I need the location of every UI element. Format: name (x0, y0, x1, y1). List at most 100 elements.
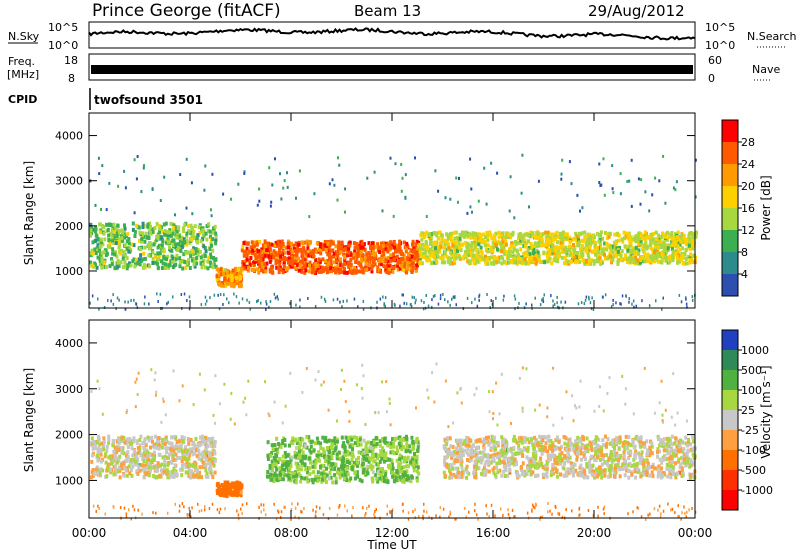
power-cell (122, 230, 126, 235)
power-cell (676, 260, 680, 265)
power-cell (217, 293, 219, 297)
power-cell (209, 252, 213, 257)
power-cell (209, 296, 211, 300)
power-cell (568, 244, 572, 249)
velocity-cell (331, 439, 335, 444)
power-cell (305, 239, 309, 244)
power-cell (509, 235, 513, 240)
velocity-cell (152, 455, 156, 460)
power-cell (356, 251, 360, 256)
velocity-cell (361, 462, 365, 467)
power-cell (203, 246, 207, 250)
power-cell (96, 237, 100, 242)
power-cell (100, 208, 102, 211)
power-cell (155, 221, 159, 226)
power-cell (449, 197, 452, 201)
power-cell (560, 177, 563, 181)
power-cell (127, 249, 131, 254)
power-cell (151, 227, 155, 232)
power-cell (308, 248, 312, 253)
velocity-cell (331, 480, 335, 485)
power-cell (253, 252, 257, 257)
velocity-cell (197, 456, 201, 461)
velocity-cell (451, 445, 455, 449)
velocity-cell (356, 438, 360, 443)
power-cell (528, 251, 532, 256)
power-cell (605, 236, 609, 241)
power-cell (282, 186, 285, 190)
velocity-cell (266, 453, 270, 458)
velocity-cell (362, 454, 366, 459)
velocity-cell (334, 462, 338, 467)
power-cell (306, 246, 310, 251)
velocity-cell (200, 475, 204, 480)
power-cell (286, 241, 290, 246)
power-cell (598, 162, 601, 166)
power-cell (651, 257, 655, 262)
power-cell (560, 172, 563, 176)
velocity-cell (150, 452, 154, 457)
power-cell (420, 261, 424, 266)
velocity-cell (409, 479, 413, 484)
power-cell (117, 184, 120, 188)
velocity-cell (118, 454, 122, 459)
velocity-cell (401, 438, 405, 442)
power-cell (245, 246, 249, 251)
power-cell (241, 244, 245, 249)
power-cell (274, 296, 277, 300)
power-cell (613, 240, 617, 245)
power-cell (559, 235, 563, 240)
power-cell (512, 245, 516, 250)
power-cell (166, 230, 170, 235)
velocity-cell (311, 464, 315, 469)
power-cell (365, 252, 369, 257)
velocity-cell (406, 448, 410, 453)
power-cell (313, 262, 317, 267)
power-cell (118, 228, 122, 233)
velocity-cell (333, 473, 337, 478)
power-cell (295, 303, 297, 307)
velocity-cell (415, 476, 419, 481)
power-cell (188, 307, 191, 311)
power-cell (122, 265, 125, 270)
power-cell (525, 253, 529, 258)
power-cell (230, 278, 234, 282)
power-cell (114, 231, 118, 236)
power-cell (614, 241, 618, 246)
velocity-cell (150, 435, 154, 440)
power-cell (289, 241, 293, 246)
power-cell (291, 262, 295, 267)
power-cell (402, 264, 406, 269)
y-tick-label: 2000 (55, 220, 83, 233)
power-cell (450, 239, 454, 244)
power-cell (303, 263, 307, 268)
power-cell (153, 226, 157, 230)
power-cell (309, 251, 313, 256)
velocity-cell (343, 445, 347, 450)
velocity-cell (159, 468, 163, 473)
velocity-cell (204, 468, 208, 473)
power-cell (184, 250, 188, 255)
power-cell (679, 239, 683, 244)
power-cell (527, 233, 531, 238)
power-cell (566, 248, 570, 253)
power-cell (253, 246, 257, 251)
power-cell (443, 242, 447, 247)
power-cell (666, 246, 670, 251)
power-cell (573, 256, 577, 260)
power-cell (430, 260, 434, 265)
velocity-cell (126, 468, 130, 473)
power-cell (658, 251, 661, 256)
power-cell (186, 229, 190, 234)
power-cell (639, 240, 643, 245)
power-cell (262, 268, 266, 273)
power-cell (324, 299, 327, 303)
velocity-cell (286, 462, 290, 467)
velocity-cell (375, 476, 379, 481)
power-cell (307, 253, 310, 258)
power-cell (466, 211, 469, 215)
power-cell (146, 222, 150, 227)
power-cell (411, 242, 414, 247)
power-cell (394, 303, 396, 307)
